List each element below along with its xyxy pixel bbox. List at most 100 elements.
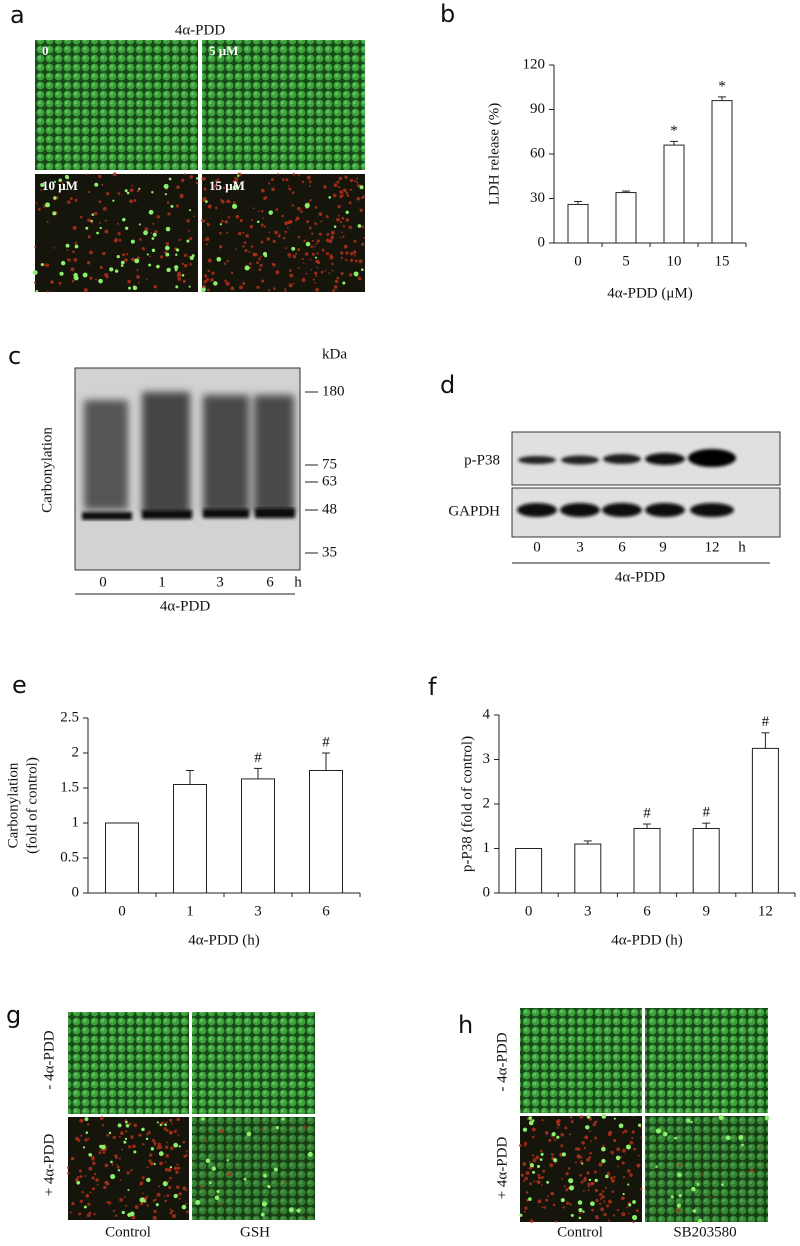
dead-cell	[157, 1142, 162, 1147]
dead-cell	[201, 219, 204, 222]
live-cell	[201, 1117, 205, 1121]
live-cell	[637, 1123, 642, 1127]
live-cell	[195, 1199, 201, 1205]
dead-cell	[284, 221, 289, 226]
dead-cell	[356, 177, 359, 180]
dead-cell	[591, 1208, 594, 1212]
dead-cell	[72, 250, 75, 254]
x-tick-label: 9	[702, 903, 710, 919]
panel-letter: d	[440, 371, 455, 399]
dead-cell	[523, 1210, 526, 1213]
dead-cell	[300, 210, 303, 213]
dead-cell	[40, 189, 42, 191]
dead-cell	[168, 1130, 173, 1135]
live-cell	[281, 1117, 285, 1121]
live-cell	[121, 1210, 125, 1215]
column-label: Control	[557, 1224, 603, 1240]
dead-cell	[93, 1172, 97, 1176]
dead-cell	[66, 258, 70, 261]
x-axis-label: 4α-PDD (h)	[611, 932, 683, 948]
dead-cell	[555, 1120, 560, 1124]
dead-cell	[220, 219, 224, 223]
y-tick-label: 1.5	[60, 779, 79, 795]
dead-cell	[257, 210, 260, 213]
dead-cell	[271, 262, 275, 266]
dead-cell	[239, 285, 243, 290]
panel-letter: h	[458, 1011, 473, 1039]
dead-cell	[74, 198, 78, 202]
row-label: + 4α-PDD	[41, 1134, 57, 1197]
dead-cell	[81, 1190, 84, 1194]
dead-cell	[631, 1130, 635, 1134]
blot-bands	[82, 508, 295, 520]
live-cell	[582, 1210, 585, 1213]
dead-cell	[601, 1190, 605, 1193]
dead-cell	[239, 219, 243, 223]
bar	[692, 827, 720, 894]
column-label: GSH	[240, 1224, 270, 1240]
live-cell	[578, 1208, 583, 1213]
live-cell	[632, 1200, 636, 1204]
dead-cell	[70, 267, 75, 272]
dead-cell	[180, 178, 185, 182]
y-tick-label: 0	[483, 884, 491, 900]
dead-cell	[185, 1202, 188, 1206]
dead-cell	[130, 1135, 134, 1139]
x-tick-label: 5	[622, 253, 630, 269]
dead-cell	[340, 271, 344, 275]
live-cell	[59, 271, 64, 276]
dead-cell	[177, 1134, 180, 1136]
live-cell	[148, 263, 152, 267]
dead-cell	[154, 230, 158, 234]
bar	[241, 778, 275, 894]
dead-cell	[177, 277, 182, 281]
live-cell	[132, 285, 138, 291]
dead-cell	[520, 1173, 525, 1177]
dead-cell	[314, 222, 317, 226]
live-cell	[53, 180, 56, 183]
dead-cell	[277, 234, 281, 238]
dead-cell	[275, 270, 280, 275]
live-cell	[764, 1115, 770, 1121]
dead-cell	[156, 1146, 160, 1150]
dead-cell	[149, 255, 152, 258]
dead-cell	[185, 1189, 188, 1192]
live-cell	[674, 1136, 677, 1140]
dead-cell	[203, 187, 207, 191]
dead-cell	[71, 1201, 75, 1206]
dead-cell	[544, 1131, 549, 1135]
dead-cell	[545, 1198, 549, 1202]
dead-cell	[332, 193, 337, 198]
dead-cell	[66, 249, 69, 252]
dead-cell	[128, 1122, 132, 1126]
dead-cell	[169, 1208, 172, 1211]
dead-cell	[123, 258, 128, 262]
dead-cell	[574, 1161, 577, 1164]
dead-cell	[349, 251, 354, 256]
dead-cell	[112, 172, 117, 177]
dead-cell	[603, 1212, 607, 1217]
dead-cell	[207, 258, 212, 263]
dead-cell	[146, 1195, 149, 1198]
live-cell	[670, 1195, 674, 1199]
dead-cell	[320, 270, 324, 274]
bar	[574, 843, 602, 894]
live-cell	[91, 213, 95, 216]
dead-cell	[577, 1147, 581, 1151]
dead-cell	[356, 196, 361, 201]
live-cell	[718, 1114, 724, 1121]
dead-cell	[550, 1191, 555, 1196]
x-tick-label: 3	[584, 903, 592, 919]
live-cell	[166, 267, 171, 273]
dead-cell	[282, 236, 286, 240]
live-cell	[528, 1116, 533, 1121]
dead-cell	[200, 1185, 204, 1189]
dead-cell	[587, 1189, 590, 1192]
live-cell	[655, 1165, 658, 1168]
dead-cell	[141, 1176, 145, 1180]
row-label: - 4α-PDD	[41, 1030, 57, 1089]
significance-mark: #	[254, 750, 262, 766]
dead-cell	[600, 1207, 605, 1212]
dead-cell	[640, 1126, 643, 1129]
live-cell	[213, 281, 218, 286]
